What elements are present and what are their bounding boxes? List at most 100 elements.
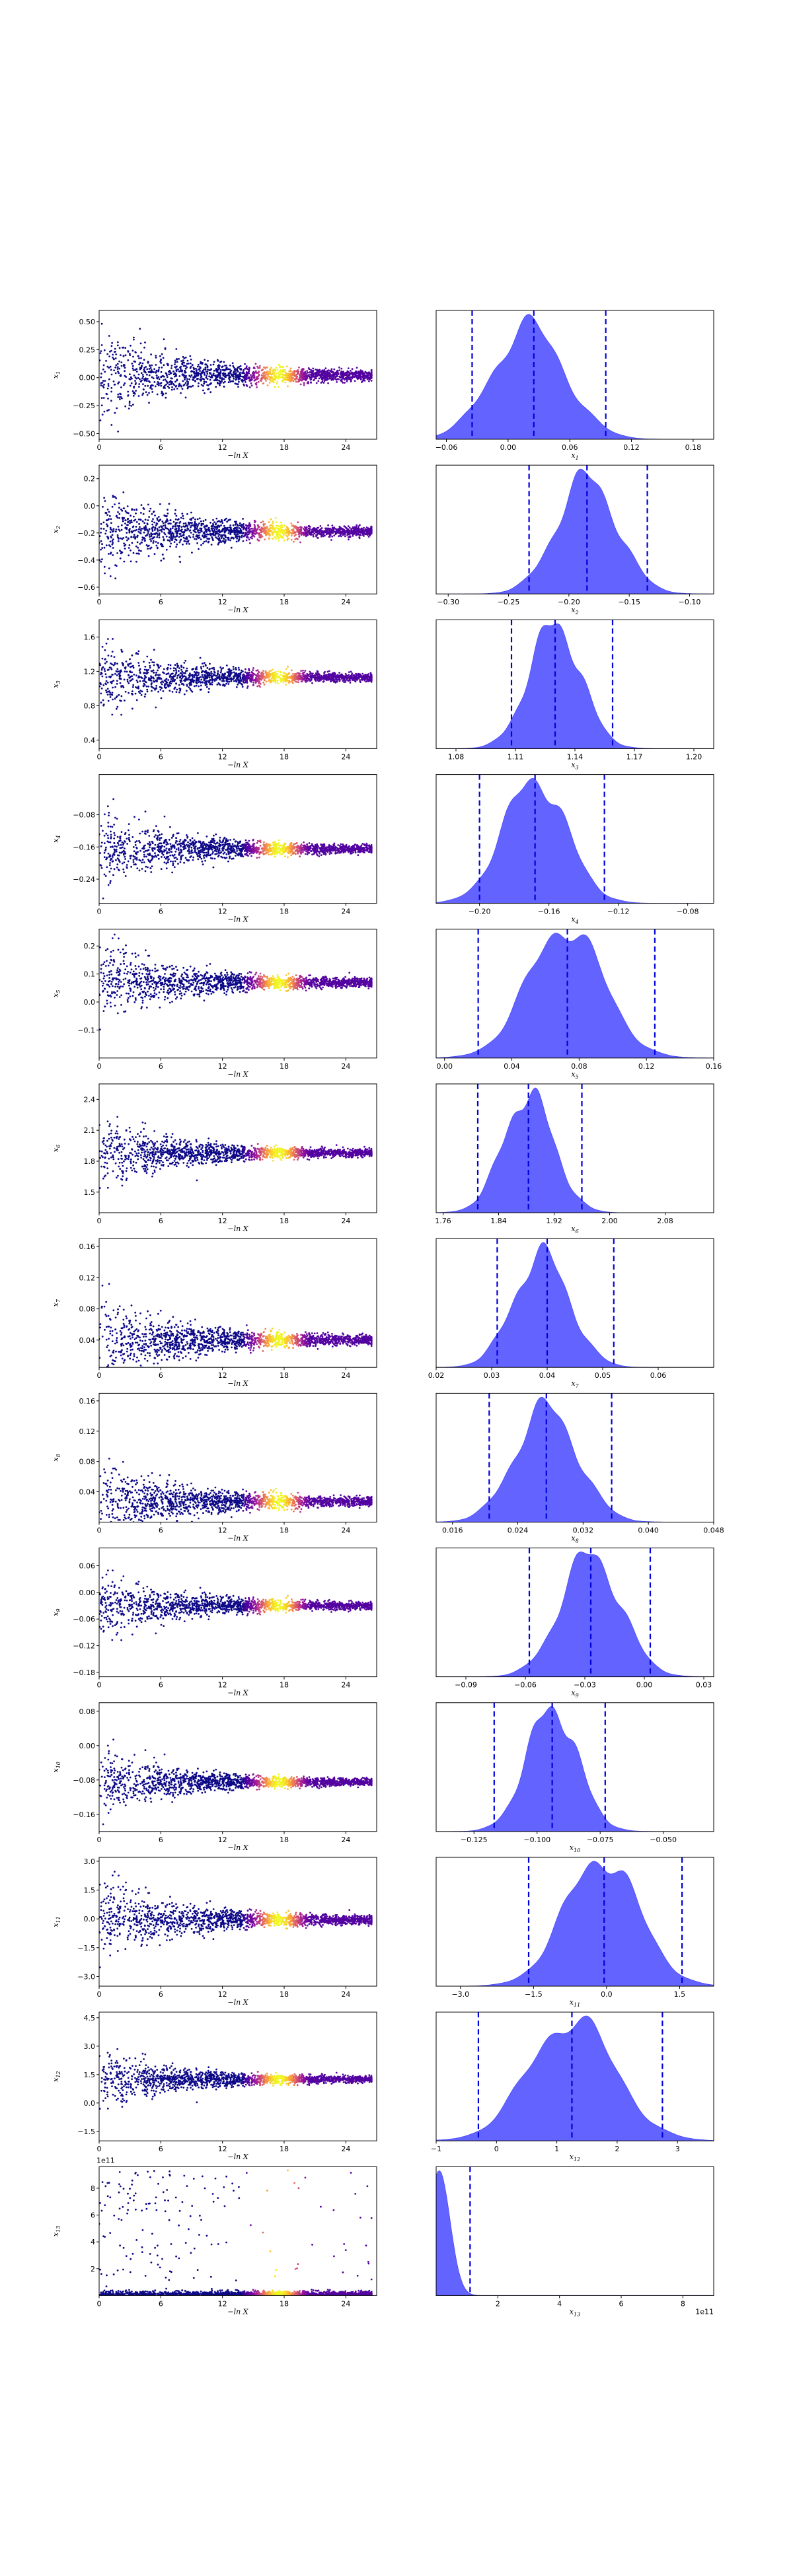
scatter-point (245, 372, 248, 375)
scatter-point (239, 528, 242, 530)
scatter-point (295, 377, 298, 380)
scatter-point (149, 367, 152, 369)
scatter-point (249, 530, 252, 532)
scatter-point (233, 527, 236, 530)
scatter-point (153, 521, 156, 524)
scatter-point (291, 532, 293, 534)
scatter-point (195, 684, 198, 687)
scatter-point (368, 376, 371, 378)
scatter-point (321, 678, 323, 680)
scatter-point (127, 517, 130, 520)
scatter-point (151, 528, 154, 530)
scatter-point (152, 536, 155, 539)
scatter-point (254, 528, 256, 530)
scatter-point (235, 375, 237, 376)
scatter-point (326, 375, 328, 377)
scatter-point (250, 384, 253, 387)
scatter-point (197, 385, 200, 388)
scatter-point (110, 386, 113, 389)
scatter-point (122, 662, 124, 665)
scatter-point (216, 684, 219, 686)
scatter-point (123, 544, 126, 547)
scatter-point (213, 674, 215, 676)
scatter-point (272, 680, 275, 682)
scatter-point (272, 538, 274, 540)
scatter-point (242, 518, 244, 520)
scatter-point (298, 367, 300, 369)
scatter-point (321, 534, 323, 536)
scatter-point (252, 667, 254, 669)
scatter-point (281, 530, 283, 533)
scatter-point (188, 523, 190, 526)
scatter-point (168, 373, 170, 376)
scatter-point (266, 532, 269, 534)
scatter-point (229, 519, 231, 521)
scatter-point (230, 373, 233, 376)
scatter-point (154, 526, 157, 529)
scatter-point (117, 366, 119, 369)
scatter-point (100, 373, 102, 375)
scatter-point (243, 383, 245, 386)
scatter-point (245, 524, 247, 526)
y-tick-label: −0.50 (73, 430, 95, 439)
x-tick-label: 0.12 (623, 443, 640, 452)
scatter-point (156, 528, 159, 530)
scatter-point (208, 676, 211, 679)
axes-frame (435, 310, 714, 440)
scatter-point (178, 670, 180, 672)
scatter-point (302, 369, 305, 371)
scatter-point (136, 536, 139, 538)
scatter-point (285, 376, 288, 379)
scatter-point (160, 543, 162, 546)
scatter-point (355, 375, 357, 378)
scatter-point (160, 697, 163, 699)
scatter-point (128, 404, 131, 406)
scatter-point (175, 546, 178, 548)
scatter-point (155, 687, 158, 690)
scatter-point (275, 367, 278, 369)
scatter-point (139, 690, 142, 692)
scatter-point (270, 518, 272, 520)
scatter-point (147, 371, 150, 373)
scatter-point (258, 536, 261, 538)
scatter-point (162, 528, 164, 530)
scatter-point (110, 400, 112, 402)
scatter-point (114, 347, 116, 350)
scatter-point (322, 678, 324, 680)
scatter-point (110, 682, 113, 684)
scatter-point (139, 672, 141, 674)
scatter-point (169, 519, 172, 522)
scatter-point (161, 367, 163, 369)
scatter-point (138, 357, 140, 359)
scatter-point (178, 522, 180, 524)
scatter-point (292, 673, 294, 675)
scatter-point (101, 547, 104, 549)
scatter-point (200, 671, 203, 674)
scatter-point (149, 548, 151, 550)
scatter-point (208, 688, 210, 690)
scatter-point (143, 522, 146, 524)
scatter-point (334, 376, 337, 378)
scatter-point (307, 371, 309, 374)
scatter-point (273, 675, 276, 677)
scatter-point (114, 530, 117, 533)
scatter-point (250, 376, 252, 379)
scatter-point (141, 377, 143, 380)
scatter-point (282, 378, 285, 380)
scatter-point (278, 675, 280, 678)
scatter-point (135, 382, 137, 384)
scatter-point (263, 678, 266, 681)
scatter-point (319, 371, 322, 373)
scatter-point (170, 388, 173, 391)
scatter-point (132, 355, 134, 358)
scatter-point (264, 530, 266, 532)
scatter-point (256, 538, 259, 540)
scatter-point (176, 388, 178, 390)
scatter-point (180, 526, 183, 528)
scatter-point (128, 408, 130, 410)
scatter-point (108, 553, 110, 555)
scatter-point (160, 362, 163, 364)
x-tick-label: −0.25 (498, 598, 520, 606)
scatter-point (126, 670, 128, 673)
scatter-point (190, 365, 192, 368)
